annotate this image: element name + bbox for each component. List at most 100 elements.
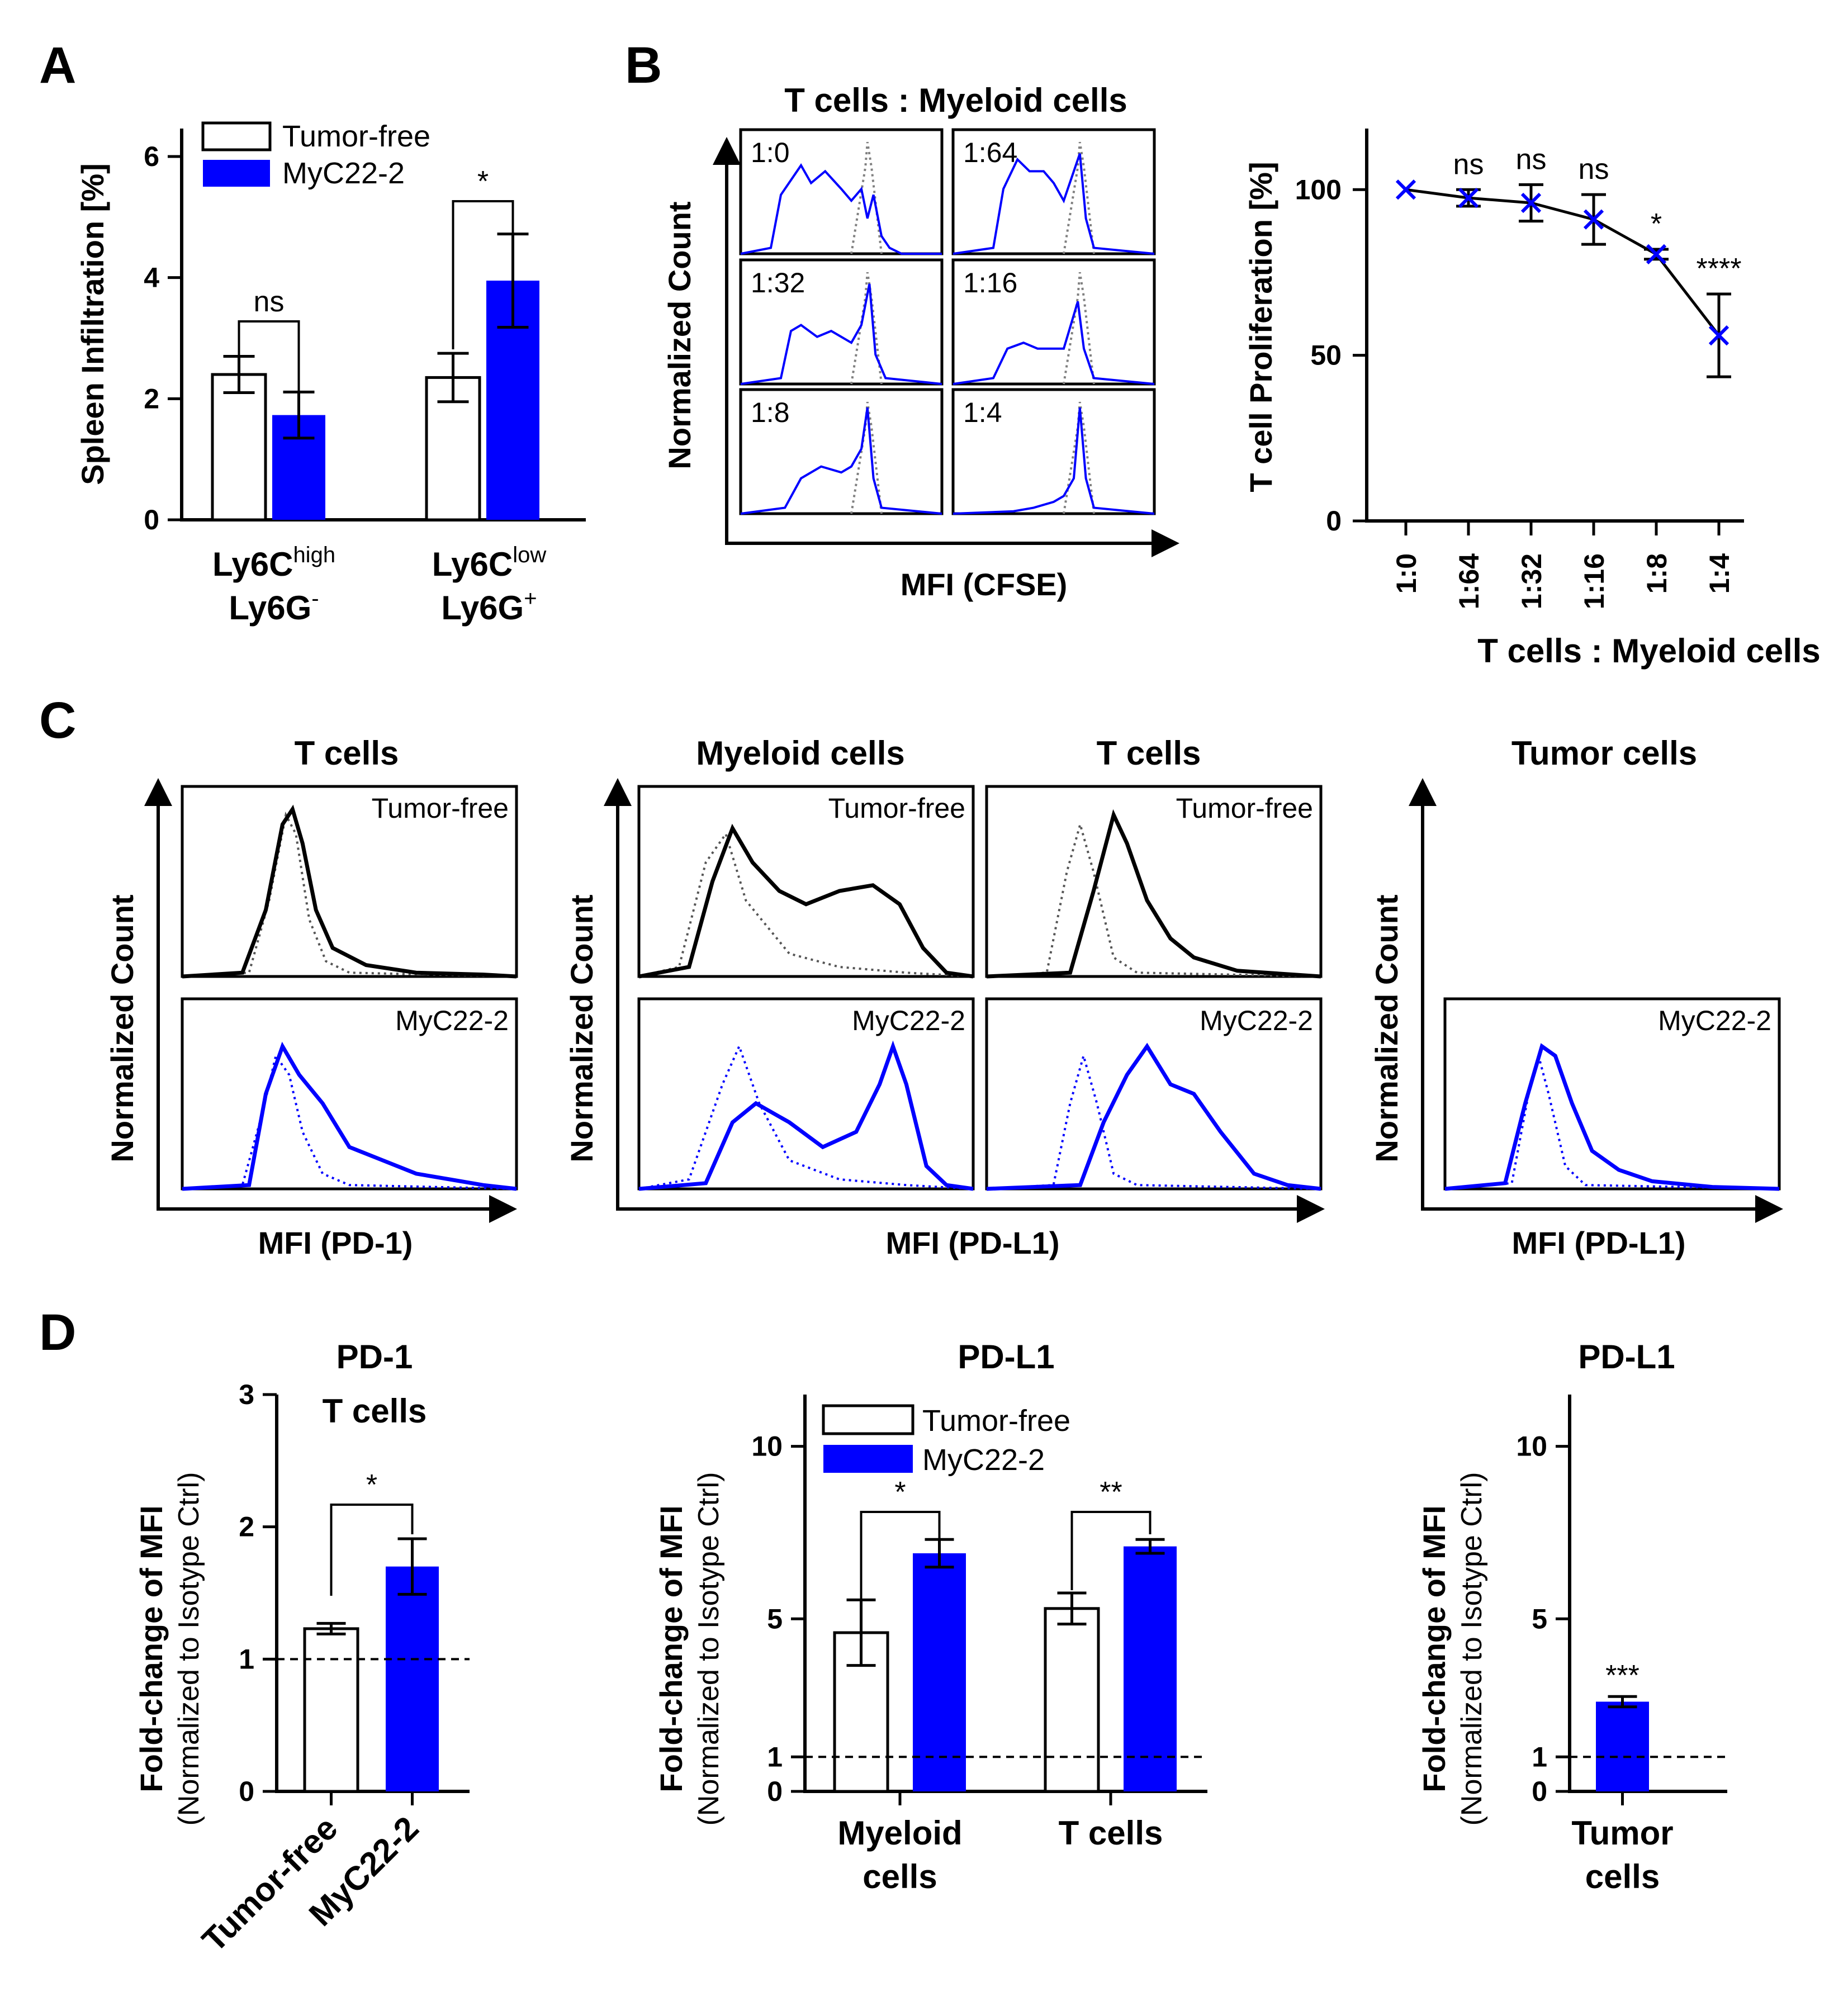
bl-ytick-label-0: 0 <box>1326 505 1342 537</box>
c1-x-axis-label: MFI (PD-1) <box>258 1225 413 1260</box>
c-pd1-t-tumor-free-label: Tumor-free <box>372 793 509 824</box>
b-hist-curve-3 <box>953 301 1155 385</box>
panel-label-d: D <box>39 1304 76 1361</box>
panel-c-histograms: T cells Myeloid cells T cells Tumor cell… <box>105 734 1783 1260</box>
c-pdl1-t-tumor-free-label: Tumor-free <box>1176 793 1313 824</box>
bl-x-label: T cells : Myeloid cells <box>1477 632 1821 670</box>
c-pdl1-t-tumor-free-isotype <box>986 820 1321 978</box>
d2-legend-tumor-free: Tumor-free <box>922 1404 1070 1438</box>
c-pdl1-tumor-myc-curve <box>1444 1043 1780 1191</box>
b-hist-curve-5 <box>953 407 1155 515</box>
legend-swatch-myc <box>203 160 270 187</box>
panel-label-c: C <box>39 692 76 749</box>
d2-cat-0-line1: Myeloid <box>837 1814 962 1852</box>
bl-point-3 <box>1583 209 1604 230</box>
d1-title: PD-1 <box>337 1338 413 1376</box>
d3-title: PD-L1 <box>1578 1338 1675 1376</box>
c2-y-axis-label: Normalized Count <box>564 894 599 1162</box>
bl-xtick-label-0: 1:0 <box>1391 553 1422 594</box>
panel-b-histograms: T cells : Myeloid cells Normalized Count… <box>662 82 1179 602</box>
b-hist-isotype-4 <box>850 401 883 514</box>
bl-ytick-label-50: 50 <box>1310 340 1342 371</box>
d2-y-sublabel: (Normalized to Isotype Ctrl) <box>693 1472 725 1826</box>
bl-xtick-label-2: 1:32 <box>1516 553 1547 609</box>
d3-ytick-label-10: 10 <box>1516 1431 1547 1462</box>
bl-point-0 <box>1395 179 1416 200</box>
d2-cat-1: T cells <box>1059 1814 1163 1852</box>
b-hist-ratio-label-1: 1:64 <box>963 137 1017 168</box>
b-hist-box-5 <box>951 388 1156 515</box>
d1-subtitle: T cells <box>323 1392 427 1430</box>
c-pd1-t-myc-label: MyC22-2 <box>395 1005 509 1036</box>
panel-a-bar-chart: 0 2 4 6 Spleen Infiltration [%] ns * Tumor-f… <box>75 120 586 627</box>
d1-bar-0 <box>303 1627 359 1793</box>
a-sig-0-bracket <box>238 320 300 394</box>
bl-point-1 <box>1458 187 1479 208</box>
d3-cat-line2: cells <box>1585 1858 1660 1895</box>
a-ytick-label-6: 6 <box>144 141 159 172</box>
bl-sig-3: ns <box>1579 153 1609 186</box>
c-pd1-t-myc-box <box>181 997 518 1191</box>
c2-x-arrowhead <box>1297 1195 1325 1223</box>
a-sig-0-label: ns <box>254 286 285 318</box>
b-hist-box-4 <box>739 388 944 515</box>
c3-y-axis-label: Normalized Count <box>1369 894 1404 1162</box>
d1-sig-bracket <box>330 1504 414 1596</box>
b-hist-box-3 <box>951 258 1156 386</box>
legend-swatch-tumor-free <box>201 121 272 151</box>
d3-y-label: Fold-change of MFI <box>1416 1505 1452 1792</box>
c-pdl1-myeloid-myc-curve <box>638 1040 974 1191</box>
c3-y-arrowhead <box>1409 778 1437 806</box>
c-pdl1-tumor-myc-box <box>1443 997 1781 1191</box>
b-hist-isotype-0 <box>850 141 883 254</box>
b-hist-ratio-label-0: 1:0 <box>751 137 790 168</box>
bl-point-4 <box>1646 244 1667 264</box>
c2-x-axis-label: MFI (PD-L1) <box>885 1225 1059 1260</box>
a-cat-2-line2: Ly6G+ <box>441 586 537 627</box>
bl-point-5 <box>1708 325 1729 346</box>
c-pd1-t-myc-isotype <box>182 1053 517 1190</box>
c-pdl1-t-myc-curve <box>986 1042 1321 1191</box>
d2-ytick-label-1: 1 <box>767 1741 783 1772</box>
d1-ytick-label-3: 3 <box>239 1379 254 1410</box>
d2-bar-1-0 <box>1044 1607 1100 1793</box>
c2-y-arrowhead <box>604 778 632 806</box>
d1-bar-1 <box>386 1566 439 1791</box>
d2-legend-myc: MyC22-2 <box>922 1443 1045 1477</box>
d2-sig-1-label: ** <box>1100 1476 1122 1509</box>
c-pdl1-myeloid-tumor-free-curve <box>638 823 974 979</box>
legend-myc: MyC22-2 <box>282 157 405 190</box>
d2-sig-1-bracket <box>1070 1511 1152 1590</box>
c-pdl1-myeloid-tumor-free-isotype <box>638 831 974 978</box>
b-x-axis-label: MFI (CFSE) <box>901 567 1068 602</box>
c-pdl1-myeloid-myc-isotype <box>638 1043 974 1190</box>
d3-ytick-label-0: 0 <box>1532 1776 1547 1807</box>
bl-ytick-label-100: 100 <box>1295 174 1342 205</box>
a-ytick-label-0: 0 <box>144 504 159 535</box>
d2-y-label: Fold-change of MFI <box>653 1505 689 1792</box>
bl-xtick-label-1: 1:64 <box>1453 553 1485 609</box>
d1-ytick-label-2: 2 <box>239 1511 254 1543</box>
a-ytick-label-4: 4 <box>144 262 159 293</box>
d2-sig-0-label: * <box>894 1476 906 1509</box>
bl-point-2 <box>1520 192 1542 214</box>
d2-legend-swatch-myc <box>823 1445 913 1473</box>
bl-xtick-label-3: 1:16 <box>1579 553 1610 609</box>
bl-xtick-label-5: 1:4 <box>1704 553 1735 594</box>
b-hist-box-0 <box>739 128 944 255</box>
c-pdl1-t-myc-box <box>985 997 1323 1191</box>
panel-b-line-chart: T cell Proliferation [%] T cells : Myelo… <box>1243 129 1821 670</box>
a-cat-2-line1: Ly6Clow <box>432 543 547 583</box>
d1-xtick-label-0: Tumor-free <box>195 1809 345 1959</box>
legend-tumor-free: Tumor-free <box>282 120 430 153</box>
d3-ytick-label-1: 1 <box>1532 1741 1547 1772</box>
bl-sig-2: ns <box>1516 143 1547 176</box>
d2-sig-0-bracket <box>860 1511 941 1613</box>
b-hist-ratio-label-3: 1:16 <box>963 267 1017 298</box>
c-pdl1-t-myc-label: MyC22-2 <box>1200 1005 1313 1036</box>
b-hist-isotype-3 <box>1063 272 1095 385</box>
c-title-myeloid: Myeloid cells <box>696 734 904 772</box>
d1-y-label: Fold-change of MFI <box>134 1505 169 1792</box>
bl-sig-5: **** <box>1697 253 1742 285</box>
